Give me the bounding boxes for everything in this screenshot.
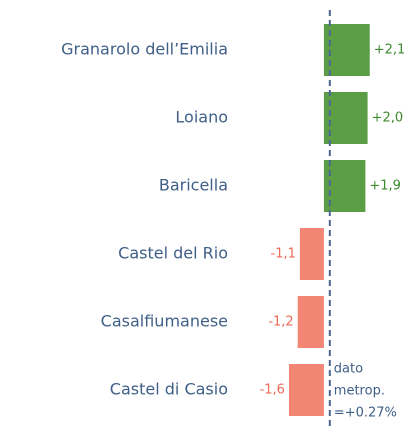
bar	[299, 228, 324, 280]
category-label: Granarolo dell’Emilia	[61, 40, 228, 59]
bar	[323, 24, 370, 76]
value-label: -1,6	[260, 383, 285, 398]
bar	[323, 160, 366, 212]
reference-label: =+0.27%	[334, 406, 397, 421]
category-label: Castel del Rio	[118, 244, 228, 263]
category-label: Casalfiumanese	[101, 312, 228, 331]
reference-label: dato	[334, 362, 363, 377]
reference-box	[331, 356, 412, 430]
category-label: Baricella	[159, 176, 228, 195]
category-label: Castel di Casio	[110, 380, 228, 399]
category-label: Loiano	[175, 108, 228, 127]
value-label: +2,0	[372, 111, 404, 126]
bar	[288, 364, 324, 416]
bar	[297, 296, 324, 348]
bar	[323, 92, 368, 144]
value-label: -1,1	[271, 247, 296, 262]
value-label: +1,9	[369, 179, 401, 194]
value-label: +2,1	[374, 43, 406, 58]
reference-label: metrop.	[334, 384, 385, 399]
value-label: -1,2	[268, 315, 293, 330]
